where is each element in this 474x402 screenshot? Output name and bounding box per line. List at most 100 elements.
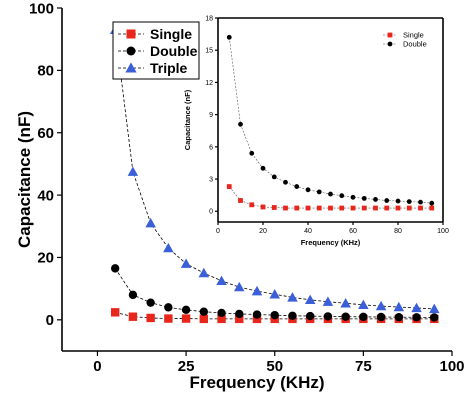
main-series-double-point xyxy=(164,303,173,312)
inset-legend-label-double: Double xyxy=(403,40,427,49)
main-series-double-point xyxy=(359,312,368,322)
inset-y-tick-label: 15 xyxy=(205,48,213,55)
inset-series-single-point xyxy=(238,198,243,203)
main-series-triple-point xyxy=(234,281,245,292)
inset-series-double-point xyxy=(249,150,255,156)
main-series-triple-point xyxy=(180,258,192,268)
inset-series-double-point xyxy=(305,187,311,193)
inset-series-single-point xyxy=(328,205,333,211)
inset-series-single-point xyxy=(226,184,232,189)
inset-series-double-point xyxy=(373,197,378,202)
main-legend-marker-triple xyxy=(125,62,137,73)
inset-series-double-point xyxy=(260,165,266,171)
inset-series-single-point xyxy=(339,205,345,211)
main-series-triple-point xyxy=(358,299,369,310)
inset-series-double-point xyxy=(226,34,232,40)
main-x-tick-label: 50 xyxy=(266,358,283,375)
main-series-triple-point xyxy=(322,296,334,306)
main-series-triple-point xyxy=(411,302,422,313)
inset-series-double-point xyxy=(328,191,333,197)
main-series-triple-point xyxy=(269,288,280,299)
main-series-double-point xyxy=(270,310,279,320)
main-series-triple-point xyxy=(429,303,440,314)
inset-series-single xyxy=(226,184,435,211)
main-series-double-point xyxy=(288,311,297,320)
main-y-tick-label: 60 xyxy=(37,125,54,142)
main-series-double-point xyxy=(376,312,386,322)
main-series-single-point xyxy=(181,314,191,323)
main-series-single-point xyxy=(199,314,209,324)
inset-series-double-point xyxy=(271,174,277,180)
inset-series-single-point xyxy=(373,205,378,211)
main-series-single-point xyxy=(217,314,226,324)
main-series-double-point xyxy=(305,311,315,321)
main-x-tick-label: 75 xyxy=(355,358,372,375)
inset-series-double-point xyxy=(429,200,435,206)
main-y-axis-title: Capacitance (nF) xyxy=(15,111,34,248)
inset-series-single-point xyxy=(361,205,367,211)
main-series-triple-point xyxy=(287,292,298,302)
main-series-single-point xyxy=(235,314,244,324)
main-y-tick-label: 20 xyxy=(37,250,54,267)
inset-plot-area xyxy=(218,18,443,222)
main-series-double-point xyxy=(128,290,138,300)
main-series-single-point xyxy=(164,314,173,323)
main-series-single-point xyxy=(146,313,155,323)
inset-series-double-point xyxy=(283,179,288,185)
inset-series-single-point xyxy=(418,205,423,211)
main-series-single-point xyxy=(252,314,262,324)
main-x-tick-label: 25 xyxy=(178,358,195,375)
inset-series-double-point xyxy=(406,199,412,205)
inset-x-tick-label: 80 xyxy=(394,228,402,235)
main-x-axis-title: Frequency (KHz) xyxy=(189,373,324,392)
main-series-double-point xyxy=(110,264,120,273)
main-series-double-point xyxy=(217,308,226,318)
inset-series-double xyxy=(226,34,435,206)
inset-y-tick-label: 0 xyxy=(209,209,213,216)
inset-series-single-point xyxy=(294,205,300,211)
inset-series-single-point xyxy=(384,205,390,211)
main-series-double-point xyxy=(235,309,244,319)
inset-series-double-point xyxy=(418,199,423,205)
main-series-double-point xyxy=(199,307,209,316)
main-series-double-point xyxy=(323,312,333,321)
inset-series-single-point xyxy=(395,205,401,211)
inset-series-single-point xyxy=(350,205,356,211)
inset-series-single-point xyxy=(283,205,288,211)
inset-series-double-point xyxy=(361,195,367,201)
inset-x-tick-label: 20 xyxy=(259,228,267,235)
main-series-double xyxy=(110,264,439,322)
inset-series-single-point xyxy=(406,205,412,211)
main-series-triple-point xyxy=(198,267,210,278)
inset-series-double-point xyxy=(238,121,243,127)
main-x-tick-label: 100 xyxy=(439,358,464,375)
inset-y-tick-label: 6 xyxy=(209,144,213,151)
main-series-triple-point xyxy=(216,275,227,286)
inset-series-single-point xyxy=(260,204,266,210)
inset-series-single-point xyxy=(271,205,277,210)
main-series-triple-point xyxy=(375,300,387,311)
main-series-double-point xyxy=(146,298,155,307)
inset-y-tick-label: 12 xyxy=(205,80,213,87)
inset-y-axis-title: Capacitance (nF) xyxy=(183,89,192,150)
main-legend-label-single: Single xyxy=(150,26,192,42)
main-series-double-point xyxy=(181,305,191,315)
main-series-single-point xyxy=(128,312,138,321)
main-series-triple-point xyxy=(145,217,156,228)
inset-legend-label-single: Single xyxy=(403,31,424,40)
main-legend-marker-single xyxy=(126,29,136,39)
main-legend-marker-double xyxy=(126,46,136,56)
inset-legend-marker-single xyxy=(387,32,393,38)
main-legend-label-double: Double xyxy=(150,43,198,59)
main-series-triple-point xyxy=(340,298,351,308)
main-series-triple-point xyxy=(163,242,174,253)
main-series-triple-point xyxy=(393,301,405,312)
inset-x-tick-label: 0 xyxy=(216,228,220,235)
inset-y-tick-label: 9 xyxy=(209,112,213,119)
main-legend-label-triple: Triple xyxy=(150,60,188,76)
main-series-single-point xyxy=(110,308,120,317)
main-series-double-point xyxy=(412,313,421,322)
main-series-triple-point xyxy=(127,166,139,176)
